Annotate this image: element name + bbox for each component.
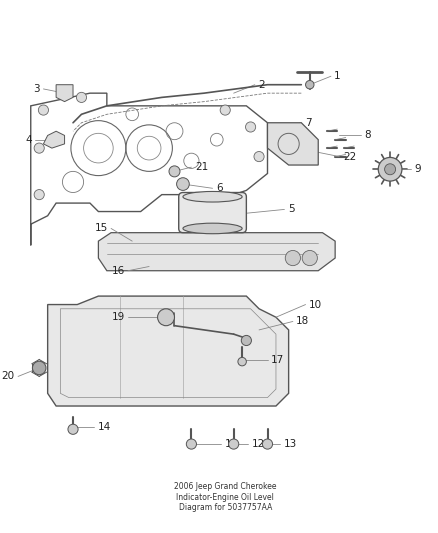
Text: 9: 9 <box>415 164 421 174</box>
Text: 4: 4 <box>25 135 32 144</box>
Text: 1: 1 <box>334 71 341 81</box>
Circle shape <box>229 439 239 449</box>
Circle shape <box>158 309 174 326</box>
Circle shape <box>177 177 189 190</box>
Text: 6: 6 <box>216 183 223 193</box>
Circle shape <box>68 424 78 434</box>
Polygon shape <box>48 296 289 406</box>
Text: 14: 14 <box>98 422 111 432</box>
Polygon shape <box>268 123 318 165</box>
Text: 22: 22 <box>343 151 356 161</box>
Text: 21: 21 <box>195 162 208 172</box>
Polygon shape <box>56 85 73 102</box>
Text: 19: 19 <box>111 312 124 322</box>
Text: 13: 13 <box>283 439 297 449</box>
Circle shape <box>285 251 300 265</box>
Ellipse shape <box>183 191 242 202</box>
Circle shape <box>34 143 44 153</box>
Text: 18: 18 <box>296 317 310 326</box>
Text: 12: 12 <box>252 439 265 449</box>
Ellipse shape <box>183 223 242 234</box>
Polygon shape <box>43 131 64 148</box>
Circle shape <box>385 164 396 175</box>
Text: 2006 Jeep Grand Cherokee
Indicator-Engine Oil Level
Diagram for 5037757AA: 2006 Jeep Grand Cherokee Indicator-Engin… <box>174 482 276 512</box>
Circle shape <box>186 439 197 449</box>
Circle shape <box>238 358 246 366</box>
Circle shape <box>220 105 230 115</box>
Circle shape <box>378 157 402 181</box>
Text: 3: 3 <box>33 84 40 94</box>
Circle shape <box>241 335 251 345</box>
Circle shape <box>32 361 46 375</box>
Text: 10: 10 <box>309 300 322 310</box>
FancyBboxPatch shape <box>179 192 246 233</box>
Circle shape <box>34 190 44 200</box>
Circle shape <box>246 122 256 132</box>
Text: 11: 11 <box>224 439 238 449</box>
Circle shape <box>262 439 272 449</box>
Circle shape <box>302 251 318 265</box>
Circle shape <box>169 166 180 177</box>
Circle shape <box>254 151 264 161</box>
Circle shape <box>306 80 314 89</box>
Polygon shape <box>99 233 335 271</box>
Text: 2: 2 <box>258 80 265 90</box>
Text: 17: 17 <box>271 354 284 365</box>
Circle shape <box>76 92 87 102</box>
Text: 7: 7 <box>305 118 311 128</box>
Text: 8: 8 <box>364 131 371 140</box>
Text: 16: 16 <box>111 266 124 276</box>
Text: 15: 15 <box>95 223 108 233</box>
Text: 20: 20 <box>2 372 15 382</box>
Text: 5: 5 <box>288 205 294 214</box>
Circle shape <box>39 105 49 115</box>
